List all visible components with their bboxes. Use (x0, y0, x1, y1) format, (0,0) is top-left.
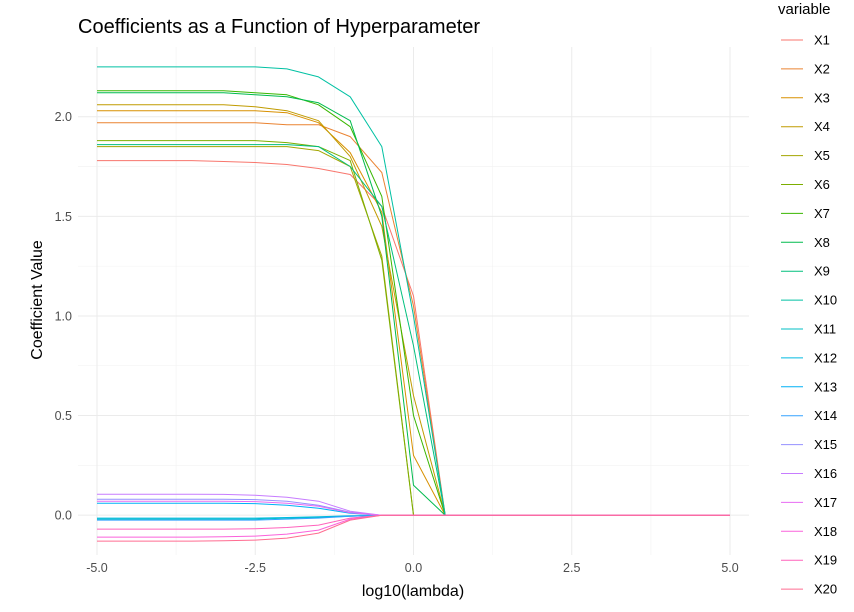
y-axis-ticks: 0.0 0.5 1.0 1.5 2.0 (55, 110, 72, 522)
legend-label-x16: X16 (814, 466, 837, 481)
x-tick-label: 5.0 (721, 561, 738, 575)
legend-title: variable (778, 1, 831, 18)
x-tick-label: -2.5 (244, 561, 266, 575)
legend-label-x10: X10 (814, 293, 837, 308)
legend-label-x18: X18 (814, 524, 837, 539)
x-axis-ticks: -5.0 -2.5 0.0 2.5 5.0 (86, 561, 739, 575)
legend-label-x11: X11 (814, 322, 836, 337)
chart-title: Coefficients as a Function of Hyperparam… (78, 16, 480, 38)
x-tick-label: 0.0 (405, 561, 422, 575)
legend-label-x7: X7 (814, 206, 830, 221)
legend-label-x1: X1 (814, 33, 830, 48)
legend-label-x14: X14 (814, 408, 837, 423)
legend-label-x9: X9 (814, 264, 830, 279)
y-axis-label: Coefficient Value (29, 240, 46, 360)
legend-label-x13: X13 (814, 379, 837, 394)
y-tick-label: 2.0 (55, 110, 72, 124)
x-tick-label: 2.5 (563, 561, 580, 575)
series-lines (97, 66, 730, 542)
series-line-x20 (97, 514, 730, 542)
legend: variable X1 X2 X3 X4 X5 X6 X7 X8 X9 X10 X11 X12 X13 X… (778, 1, 837, 597)
y-tick-label: 0.0 (55, 509, 72, 523)
y-tick-label: 1.5 (55, 210, 72, 224)
legend-label-x15: X15 (814, 437, 837, 452)
y-tick-label: 1.0 (55, 309, 72, 323)
legend-label-x20: X20 (814, 582, 837, 597)
legend-label-x3: X3 (814, 90, 830, 105)
x-tick-label: -5.0 (86, 561, 108, 575)
y-tick-label: 0.5 (55, 409, 72, 423)
legend-label-x5: X5 (814, 148, 830, 163)
legend-label-x19: X19 (814, 553, 837, 568)
legend-label-x2: X2 (814, 61, 830, 76)
legend-label-x4: X4 (814, 119, 830, 134)
legend-label-x6: X6 (814, 177, 830, 192)
x-axis-label: log10(lambda) (362, 583, 464, 600)
legend-label-x12: X12 (814, 350, 837, 365)
legend-label-x8: X8 (814, 235, 830, 250)
legend-label-x17: X17 (814, 495, 837, 510)
